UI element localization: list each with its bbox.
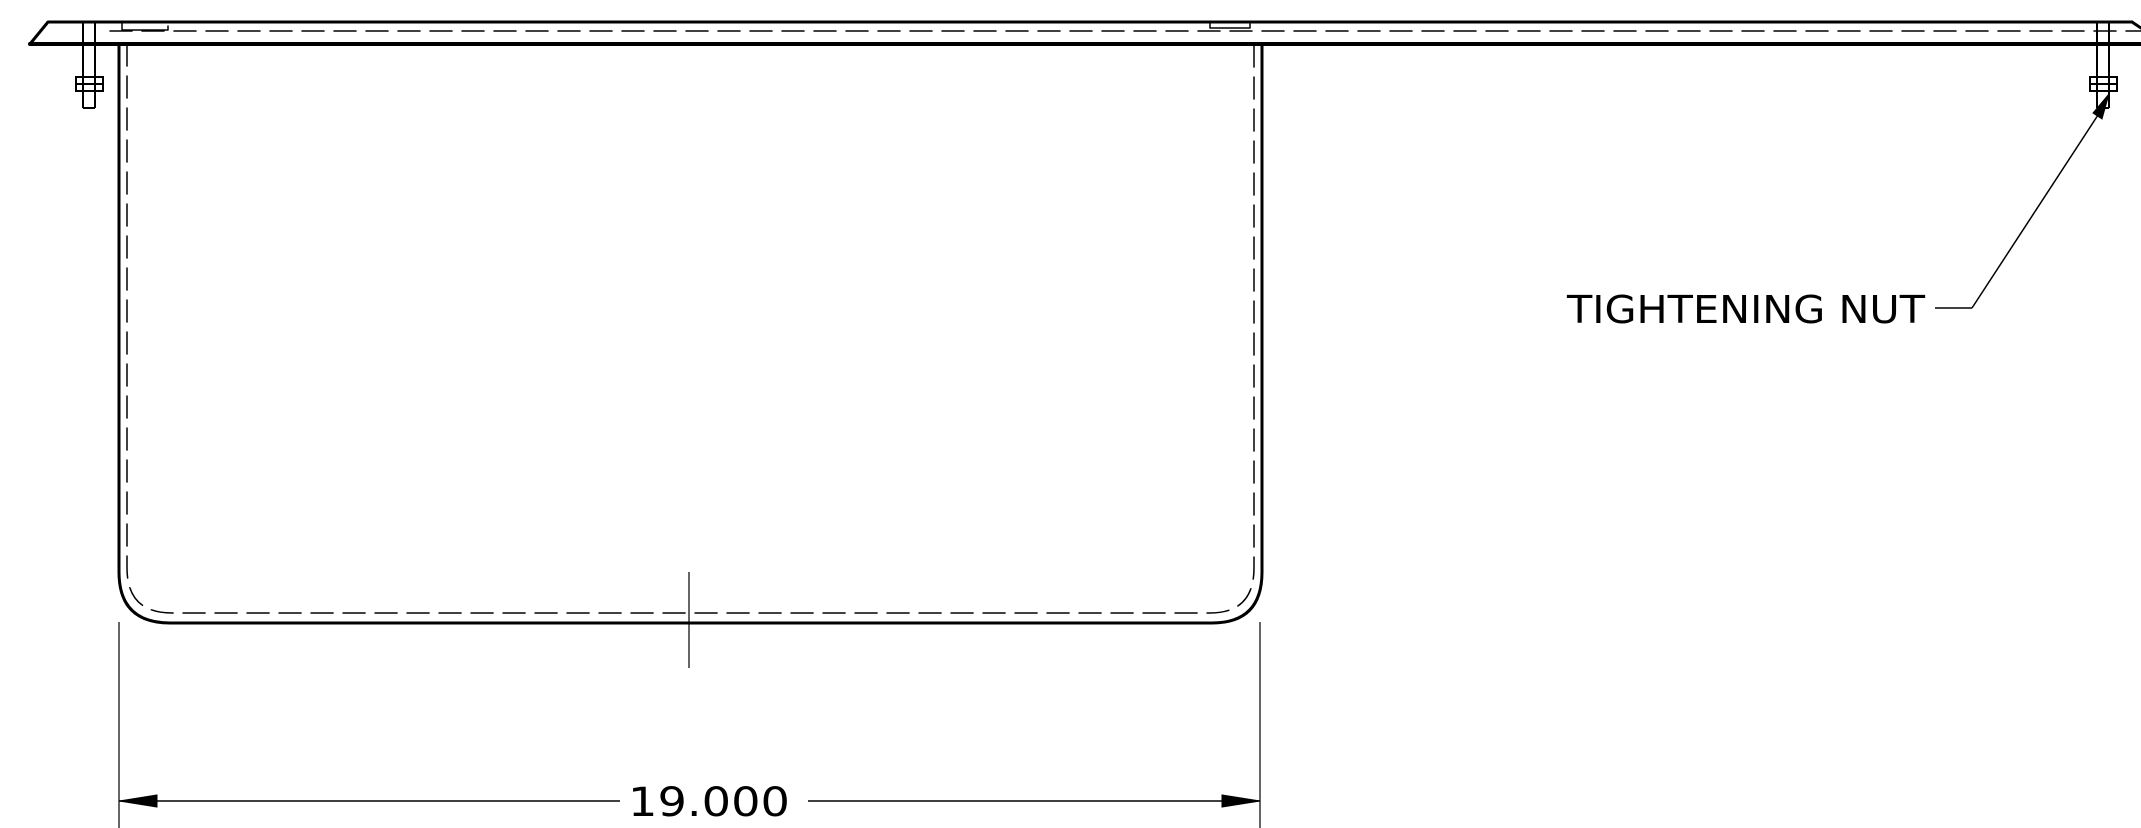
width-dimension (118, 622, 1261, 828)
sink-rim (28, 20, 2141, 46)
right-mounting-stud (2089, 22, 2118, 109)
width-dimension-value: 19.000 (628, 780, 790, 826)
dimension-arrowhead-left (118, 794, 158, 808)
dimension-arrowhead-right (1221, 794, 1261, 808)
left-mounting-stud (75, 22, 104, 109)
nut-leader (1935, 93, 2110, 309)
leader-arrowhead (2092, 93, 2110, 120)
sink-bowl (117, 42, 1264, 625)
tightening-nut-label: TIGHTENING NUT (1566, 288, 1926, 332)
